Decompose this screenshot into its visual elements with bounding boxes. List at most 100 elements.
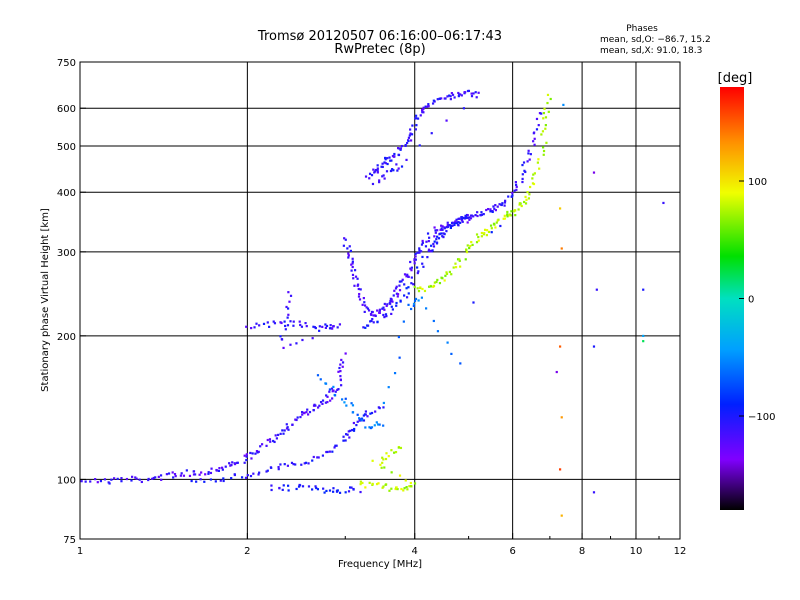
echo-point xyxy=(515,188,518,191)
echo-point xyxy=(450,273,453,276)
echo-point xyxy=(378,179,381,182)
echo-point xyxy=(511,191,514,195)
echo-point xyxy=(396,295,399,298)
echo-point xyxy=(418,251,421,254)
echo-point xyxy=(283,320,286,323)
echo-point xyxy=(125,477,129,481)
echo-point xyxy=(390,449,393,452)
echo-point xyxy=(376,423,380,426)
echo-point xyxy=(364,426,367,429)
echo-point xyxy=(254,452,257,455)
echo-point xyxy=(277,466,280,469)
echo-point xyxy=(461,220,464,223)
echo-point xyxy=(409,132,412,135)
echo-point xyxy=(405,485,408,489)
echo-point xyxy=(407,303,410,306)
echo-point xyxy=(445,271,448,274)
echo-point xyxy=(410,269,413,272)
echo-point xyxy=(413,299,417,302)
echo-point xyxy=(215,469,218,472)
echo-point xyxy=(507,195,510,198)
echo-point xyxy=(414,117,417,120)
echo-point xyxy=(157,475,160,478)
echo-point xyxy=(286,464,290,467)
echo-point xyxy=(348,245,351,248)
echo-point xyxy=(328,390,331,393)
echo-point xyxy=(436,235,439,238)
echo-point xyxy=(465,251,469,254)
echo-point xyxy=(490,227,493,230)
echo-point xyxy=(384,313,388,316)
echo-point xyxy=(344,238,347,241)
echo-point xyxy=(457,91,460,95)
echo-point xyxy=(207,472,210,475)
echo-point xyxy=(180,472,183,475)
echo-point xyxy=(491,210,494,214)
echo-point xyxy=(531,177,534,180)
echo-point xyxy=(353,269,357,272)
echo-point xyxy=(279,463,282,466)
echo-point xyxy=(468,218,471,221)
echo-point xyxy=(384,162,387,165)
echo-point xyxy=(257,450,260,453)
echo-point xyxy=(465,216,468,220)
echo-point xyxy=(262,322,266,326)
echo-point xyxy=(382,485,385,488)
echo-point xyxy=(459,265,462,268)
echo-point xyxy=(400,165,404,168)
echo-point xyxy=(224,465,227,468)
echo-point xyxy=(515,185,518,188)
echo-point xyxy=(425,307,428,310)
echo-point xyxy=(428,236,431,239)
echo-point xyxy=(230,463,233,467)
echo-point xyxy=(537,124,540,127)
echo-point xyxy=(461,217,464,220)
echo-point xyxy=(321,454,325,457)
echo-point xyxy=(282,432,285,435)
echo-point xyxy=(443,97,446,100)
colorbar-tick-label: 0 xyxy=(748,295,754,306)
echo-point xyxy=(443,227,446,230)
echo-point xyxy=(420,296,423,299)
echo-point xyxy=(383,302,386,306)
echo-point xyxy=(476,214,479,218)
echo-point xyxy=(414,128,417,131)
echo-point xyxy=(318,325,321,328)
echo-point xyxy=(392,169,395,172)
echo-point xyxy=(108,482,111,485)
echo-point xyxy=(250,326,253,330)
echo-point xyxy=(382,458,385,461)
echo-point xyxy=(385,170,389,173)
x-axis-label: Frequency [MHz] xyxy=(338,559,422,570)
echo-point xyxy=(333,446,336,449)
echo-point xyxy=(190,479,193,483)
echo-point xyxy=(480,235,483,238)
echo-point xyxy=(432,284,436,288)
echo-point xyxy=(503,201,507,204)
echo-point xyxy=(414,258,417,261)
echo-point xyxy=(376,320,379,323)
echo-point xyxy=(369,312,373,316)
echo-point xyxy=(407,139,410,143)
echo-point xyxy=(420,250,423,253)
echo-point xyxy=(416,287,419,290)
echo-point xyxy=(520,204,523,208)
echo-point xyxy=(358,292,361,296)
echo-point xyxy=(453,221,457,225)
echo-point xyxy=(270,488,273,492)
echo-point xyxy=(472,92,475,95)
x-tick-label: 4 xyxy=(412,546,418,557)
echo-point xyxy=(390,159,393,162)
echo-point xyxy=(335,490,339,493)
y-axis-label: Stationary phase Virtual Height [km] xyxy=(40,208,51,392)
echo-point xyxy=(454,220,457,223)
echo-point xyxy=(398,284,401,287)
echo-point xyxy=(468,246,471,250)
echo-point xyxy=(289,343,292,346)
echo-point xyxy=(351,262,354,265)
echo-point xyxy=(535,117,539,121)
echo-point xyxy=(357,287,360,291)
echo-point xyxy=(458,217,461,220)
echo-point xyxy=(281,488,284,491)
echo-point xyxy=(337,370,340,373)
